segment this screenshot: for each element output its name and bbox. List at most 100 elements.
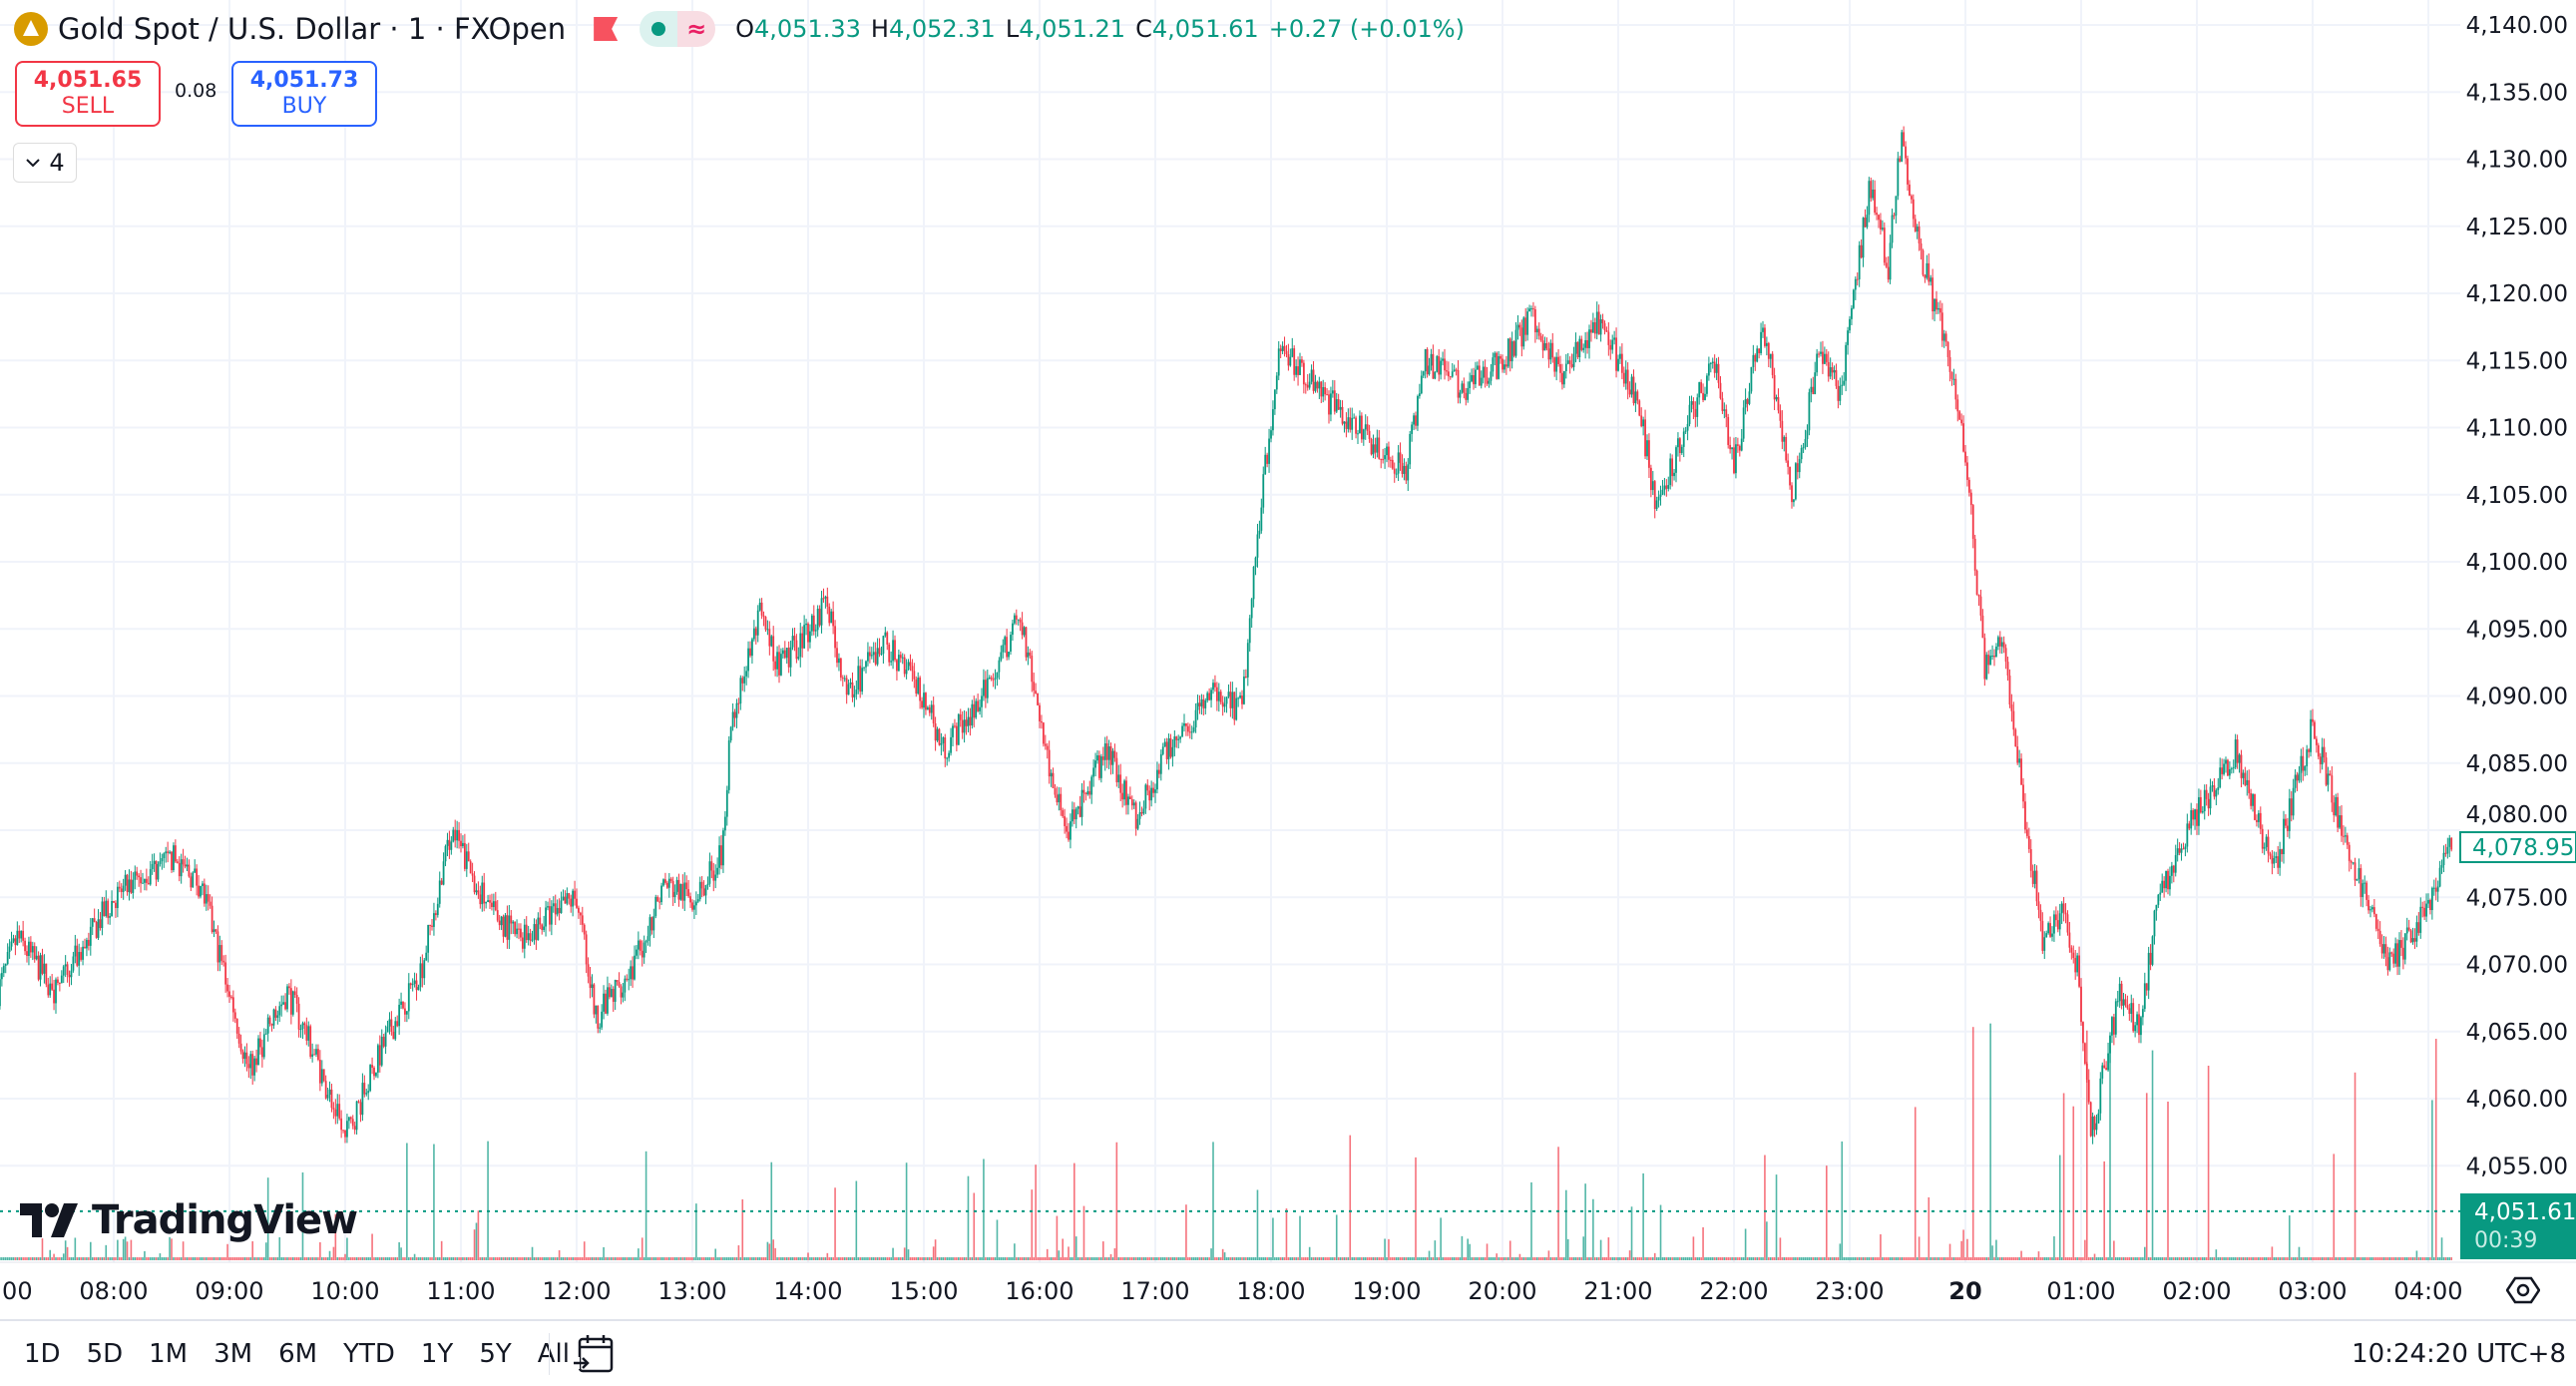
volume-bar — [952, 1257, 954, 1260]
candle — [958, 713, 960, 745]
volume-bar — [1770, 1257, 1772, 1260]
volume-bar — [954, 1257, 956, 1260]
volume-bar — [724, 1257, 726, 1260]
candle — [1249, 615, 1251, 652]
range-5d[interactable]: 5D — [87, 1339, 124, 1369]
range-3m[interactable]: 3M — [214, 1339, 252, 1369]
volume-bar — [2136, 1257, 2138, 1260]
candle — [304, 1022, 306, 1035]
range-1y[interactable]: 1Y — [421, 1339, 453, 1369]
volume-bar — [2013, 1257, 2015, 1260]
candle — [1781, 410, 1783, 449]
candle — [680, 884, 682, 901]
time-axis[interactable]: 07:0008:0009:0010:0011:0012:0013:0014:00… — [0, 1277, 2463, 1305]
candle — [24, 938, 26, 955]
volume-bar — [1112, 1257, 1114, 1260]
candle — [1320, 381, 1322, 403]
symbol-title[interactable]: Gold Spot / U.S. Dollar · 1 · FXOpen — [58, 12, 566, 46]
volume-bar — [927, 1257, 929, 1260]
range-ytd[interactable]: YTD — [343, 1339, 395, 1369]
volume-bar — [1751, 1257, 1753, 1260]
volume-bar — [362, 1257, 364, 1260]
volume-bar — [642, 1237, 644, 1260]
candle — [2394, 938, 2396, 968]
volume-bar — [26, 1257, 28, 1260]
candle — [1438, 349, 1440, 381]
volume-bar — [2138, 1257, 2140, 1260]
candle — [844, 676, 846, 683]
volume-bar — [464, 1257, 466, 1260]
candle — [253, 1056, 255, 1081]
candle — [1985, 652, 1987, 680]
volume-bar — [685, 1257, 687, 1260]
volume-bar — [2306, 1257, 2308, 1260]
candle — [2343, 825, 2345, 845]
clock-timezone[interactable]: 10:24:20 UTC+8 — [2352, 1339, 2566, 1369]
volume-bar — [433, 1145, 435, 1260]
range-1m[interactable]: 1M — [149, 1339, 188, 1369]
price-tick-label: 4,090.00 — [2466, 685, 2568, 710]
volume-bar — [1766, 1221, 1768, 1260]
volume-bar — [1245, 1257, 1247, 1260]
price-axis[interactable]: 4,140.004,135.004,130.004,125.004,120.00… — [2466, 13, 2568, 1179]
volume-bar — [2416, 1250, 2418, 1260]
volume-bar — [1536, 1257, 1538, 1260]
volume-bar — [1743, 1257, 1745, 1260]
candle — [739, 676, 741, 710]
volume-bar — [2103, 1161, 2105, 1260]
candle — [208, 885, 210, 910]
flag-icon[interactable] — [594, 17, 618, 41]
go-to-date-icon[interactable] — [574, 1333, 616, 1375]
volume-bar — [1807, 1257, 1809, 1260]
volume-bar — [638, 1248, 640, 1260]
candle — [1121, 783, 1123, 807]
volume-bar — [670, 1257, 672, 1260]
volume-bar — [1357, 1257, 1359, 1260]
candle — [1226, 696, 1228, 712]
volume-bar — [2318, 1257, 2320, 1260]
candle — [2198, 788, 2200, 835]
volume-bar — [701, 1257, 703, 1260]
candle — [553, 896, 555, 913]
volume-bar — [2402, 1257, 2404, 1260]
range-5y[interactable]: 5Y — [479, 1339, 511, 1369]
candle — [1861, 239, 1863, 258]
range-1d[interactable]: 1D — [24, 1339, 61, 1369]
candle — [772, 626, 774, 671]
volume-bar — [830, 1257, 832, 1260]
buy-button[interactable]: 4,051.73 BUY — [231, 61, 377, 127]
candle — [2032, 864, 2034, 887]
candle — [2140, 1016, 2142, 1043]
volume-bar — [2379, 1257, 2381, 1260]
candle — [1714, 354, 1716, 378]
volume-bar — [923, 1257, 925, 1260]
market-status[interactable]: ≈ — [640, 11, 715, 47]
volume-bar — [350, 1257, 352, 1260]
volume-bar — [71, 1257, 73, 1260]
tradingview-watermark[interactable]: TradingView — [20, 1197, 357, 1243]
candle — [406, 1011, 408, 1022]
volume-bar — [1483, 1257, 1485, 1260]
sell-button[interactable]: 4,051.65 SELL — [15, 61, 161, 127]
volume-bar — [2011, 1257, 2013, 1260]
volume-bar — [63, 1253, 65, 1260]
volume-bar — [445, 1257, 447, 1260]
volume-bar — [2202, 1257, 2204, 1260]
volume-bar — [1989, 1024, 1991, 1260]
candle — [809, 625, 811, 649]
price-chart[interactable]: 4,140.004,135.004,130.004,125.004,120.00… — [0, 0, 2576, 1319]
range-all[interactable]: All — [538, 1339, 570, 1369]
volume-bar — [1635, 1257, 1637, 1260]
candle — [805, 619, 807, 635]
volume-bar — [232, 1257, 234, 1260]
volume-bar — [1481, 1257, 1483, 1260]
range-6m[interactable]: 6M — [278, 1339, 317, 1369]
volume-bar — [1972, 1027, 1974, 1260]
indicators-toggle[interactable]: 4 — [13, 143, 77, 183]
volume-bar — [2279, 1257, 2281, 1260]
candle — [167, 842, 169, 862]
volume-bar — [958, 1257, 960, 1260]
volume-bar — [2414, 1257, 2416, 1260]
volume-bar — [1039, 1257, 1041, 1260]
chart-settings-icon[interactable] — [2506, 1275, 2540, 1305]
